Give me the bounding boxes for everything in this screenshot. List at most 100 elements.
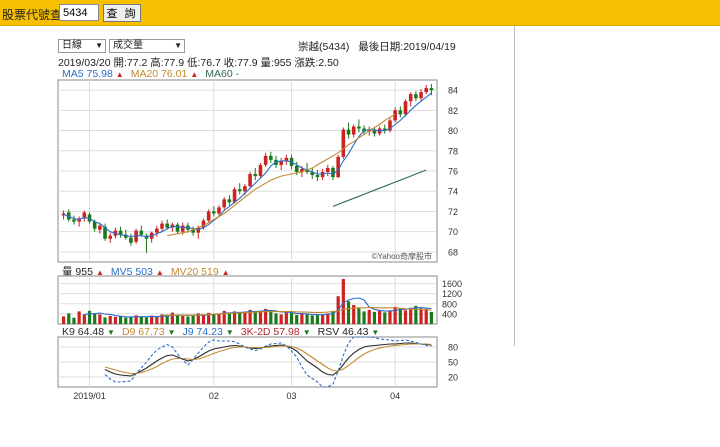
volume-bar xyxy=(248,309,252,324)
candle-body xyxy=(92,221,97,229)
candle-body xyxy=(279,160,283,165)
chevron-down-icon: ▼ xyxy=(95,41,103,50)
volume-bar xyxy=(196,313,200,324)
search-button[interactable]: 查 詢 xyxy=(103,4,141,22)
indicator-select-value: 成交量 xyxy=(113,40,143,51)
volume-bar xyxy=(310,315,314,324)
ma-legend-item: MA5 75.98 xyxy=(62,68,113,80)
price-tick-label: 70 xyxy=(448,227,458,237)
volume-bar xyxy=(201,314,206,324)
volume-bar xyxy=(264,308,268,324)
candle-body xyxy=(300,168,304,173)
kd-tick-label: 50 xyxy=(448,358,458,368)
candle-body xyxy=(346,129,351,135)
volume-bar xyxy=(357,308,361,324)
volume-bar xyxy=(207,312,211,324)
volume-bar xyxy=(238,312,242,324)
candle-body xyxy=(206,211,211,221)
kd-legend-item: RSV 46.43 xyxy=(317,326,369,338)
candle-body xyxy=(341,129,346,157)
volume-bar xyxy=(284,312,288,324)
volume-bar xyxy=(341,279,345,324)
volume-bar xyxy=(139,316,143,324)
price-tick-label: 84 xyxy=(448,86,458,96)
candle-body xyxy=(103,226,107,239)
triangle-up-icon: ▲ xyxy=(155,268,164,277)
indicator-select[interactable]: 成交量 ▼ xyxy=(109,39,185,53)
period-select-value: 日線 xyxy=(62,40,82,51)
volume-bar xyxy=(170,312,174,324)
ma20-line xyxy=(167,113,396,237)
candle-body xyxy=(232,189,237,203)
triangle-up-icon: ▲ xyxy=(95,268,104,277)
price-tick-label: 68 xyxy=(448,247,458,257)
volume-bar xyxy=(279,314,283,324)
volume-bar xyxy=(398,308,402,324)
volume-bar xyxy=(305,314,309,324)
price-tick-label: 72 xyxy=(448,207,458,217)
volume-bar xyxy=(129,317,133,324)
candle-body xyxy=(269,155,273,160)
volume-bar xyxy=(144,317,149,324)
volume-bar xyxy=(212,313,216,324)
volume-bar xyxy=(175,314,180,324)
volume-legend: 量 955 ▲ MV5 503 ▲ MV20 519 ▲ xyxy=(62,264,237,279)
candle-body xyxy=(237,189,242,192)
volume-bar xyxy=(253,311,257,324)
ma-legend-item: MA60 - xyxy=(205,68,240,80)
kd-legend: K9 64.48 ▼ D9 67.73 ▼ J9 74.23 ▼ 3K-2D 57.98 ▼ R… xyxy=(62,326,386,338)
panel-divider xyxy=(514,26,515,346)
candle-body xyxy=(403,101,408,115)
candle-body xyxy=(61,213,66,216)
candle-body xyxy=(165,223,170,228)
triangle-down-icon: ▼ xyxy=(225,328,234,337)
candle-body xyxy=(372,129,377,134)
triangle-up-icon: ▲ xyxy=(221,268,230,277)
volume-bar xyxy=(124,317,128,324)
ma-legend-item: MA20 76.01 xyxy=(130,68,188,80)
triangle-up-icon: ▲ xyxy=(190,70,199,79)
volume-bar xyxy=(315,314,320,324)
vol-legend-item: 量 955 xyxy=(62,266,93,278)
volume-tick-label: 1600 xyxy=(442,279,462,289)
triangle-down-icon: ▼ xyxy=(371,328,380,337)
d9-line xyxy=(104,343,432,375)
volume-bar xyxy=(118,316,123,324)
candle-body xyxy=(108,235,113,239)
candle-body xyxy=(419,92,423,99)
candle-body xyxy=(429,88,434,91)
candle-body xyxy=(351,126,356,135)
chevron-down-icon: ▼ xyxy=(174,41,182,50)
period-select[interactable]: 日線 ▼ xyxy=(58,39,106,53)
candle-body xyxy=(414,94,418,99)
candle-body xyxy=(175,224,180,232)
candle-body xyxy=(129,237,133,243)
volume-bar xyxy=(61,316,66,324)
candle-body xyxy=(212,211,216,214)
volume-bar xyxy=(155,316,159,324)
volume-bar xyxy=(403,310,408,324)
volume-bar xyxy=(108,315,112,324)
volume-bar xyxy=(346,301,351,324)
volume-bar xyxy=(217,313,221,324)
price-tick-label: 74 xyxy=(448,187,458,197)
volume-bar xyxy=(160,314,164,324)
candle-body xyxy=(294,165,299,173)
candle-body xyxy=(263,155,268,165)
volume-bar xyxy=(67,313,71,324)
volume-bar xyxy=(98,314,102,324)
x-tick-label: 2019/01 xyxy=(73,391,106,401)
ma-legend: MA5 75.98 ▲ MA20 76.01 ▲ MA60 - xyxy=(62,68,244,80)
volume-bar xyxy=(82,314,86,324)
vol-legend-item: MV5 503 xyxy=(110,266,153,278)
candle-body xyxy=(160,223,164,229)
volume-bar xyxy=(362,311,366,324)
stock-code-input[interactable] xyxy=(59,4,99,21)
last-date-label: 最後日期: xyxy=(358,41,404,53)
volume-bar xyxy=(414,305,418,324)
candle-body xyxy=(180,225,185,232)
volume-bar xyxy=(295,314,299,324)
volume-bar xyxy=(227,312,231,324)
candle-body xyxy=(382,128,387,131)
x-tick-label: 03 xyxy=(287,391,297,401)
